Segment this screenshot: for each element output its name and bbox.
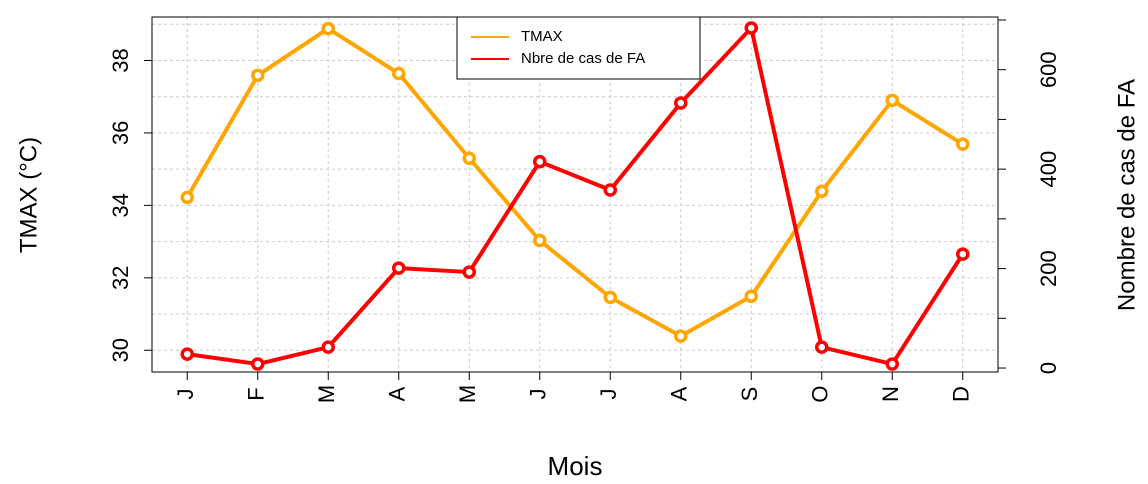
y2-tick-label: 200	[1036, 250, 1061, 287]
y2-axis-label: Nombre de cas de FA	[1113, 79, 1140, 311]
data-point	[462, 265, 476, 279]
x-tick-label: J	[173, 389, 198, 400]
data-point	[674, 96, 688, 110]
data-point	[180, 190, 194, 205]
x-tick-label: J	[526, 389, 551, 400]
legend-box	[456, 16, 701, 80]
data-point	[744, 289, 758, 304]
y-tick-label: 36	[108, 121, 133, 145]
data-point	[251, 68, 265, 83]
data-point	[744, 21, 758, 35]
data-point	[603, 183, 617, 197]
data-point	[533, 154, 547, 169]
data-point	[815, 340, 829, 354]
series-line	[185, 26, 964, 339]
y2-tick-label: 400	[1036, 151, 1061, 188]
data-point	[956, 247, 970, 261]
series-line	[186, 25, 965, 367]
y2-tick-label: 0	[1036, 362, 1061, 374]
data-point	[392, 261, 406, 275]
y-tick-label: 32	[108, 266, 133, 290]
y2-tick-label: 600	[1036, 51, 1061, 88]
x-tick-label: A	[385, 386, 410, 401]
data-point	[956, 137, 970, 151]
x-tick-label: S	[737, 387, 762, 402]
data-point	[462, 151, 476, 166]
y-axis-label: TMAX (°C)	[15, 137, 42, 253]
data-point	[885, 93, 899, 108]
x-tick-label: O	[808, 385, 833, 402]
x-tick-label: A	[667, 386, 692, 401]
legend-label: TMAX	[521, 28, 563, 45]
data-point	[885, 357, 899, 371]
y-tick-label: 38	[108, 48, 133, 72]
x-tick-label: M	[314, 385, 339, 403]
data-point	[321, 340, 335, 354]
x-tick-label: N	[878, 386, 903, 402]
x-tick-label: J	[596, 389, 621, 400]
data-point	[603, 290, 617, 305]
x-tick-label: M	[455, 385, 480, 403]
x-tick-label: F	[244, 387, 269, 400]
data-point	[321, 21, 335, 36]
data-point	[392, 66, 406, 81]
data-point	[533, 233, 547, 248]
data-point	[815, 184, 829, 198]
data-point	[251, 357, 265, 371]
x-tick-label: D	[949, 386, 974, 402]
legend-label: Nbre de cas de FA	[521, 50, 645, 67]
x-axis-label: Mois	[548, 451, 603, 481]
y-tick-label: 34	[108, 193, 133, 217]
y-tick-label: 30	[108, 338, 133, 362]
data-point	[674, 329, 688, 343]
data-point	[180, 347, 194, 361]
